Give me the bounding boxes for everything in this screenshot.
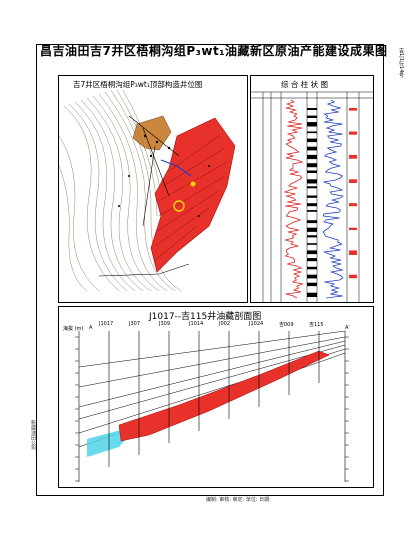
well-label: J1017 [99, 321, 114, 327]
page-title: 昌吉油田吉7井区梧桐沟组P₃wt₁油藏新区原油产能建设成果图 [40, 44, 388, 58]
lithology-bar [307, 186, 317, 189]
lithology-bar [307, 220, 317, 224]
lithology-bar [307, 210, 317, 212]
pay-zone-bar [349, 227, 357, 230]
right-edge-text: 吉1|1行14号 [398, 48, 404, 78]
well-label: J309 [159, 321, 171, 327]
lithology-bar [307, 203, 317, 207]
left-marker-A: A [89, 325, 93, 331]
depth-unit-label: 海拔 (m) [63, 326, 84, 332]
lithology-bar [307, 292, 317, 297]
footer-signature-line: 编制: 审核: 审定: 单位: 日期: [206, 497, 271, 503]
well-label-row: J1017 J307 J309 J1014 J002 J1024 吉009 吉115 [99, 321, 349, 329]
pay-zone-bar [349, 131, 357, 135]
well-label: J307 [129, 321, 141, 327]
lithology-bar [307, 138, 317, 143]
lithology-bar [307, 122, 317, 127]
structure-map-graphic [59, 89, 236, 292]
lithology-bar [307, 146, 317, 151]
pay-zone-bar [349, 250, 357, 255]
side-stamp: 新疆油田公司 [30, 420, 36, 450]
lithology-bar [307, 170, 317, 173]
pay-zone-bar [349, 108, 357, 111]
structure-map-panel: 吉7井区梧桐沟组P₃wt₁顶部构造井位图 [58, 75, 248, 303]
well-label: J002 [219, 321, 231, 327]
lithology-bar [307, 195, 317, 198]
log-column-graphic [251, 91, 373, 302]
lithology-bar [307, 154, 317, 160]
well-label: 吉009 [279, 322, 294, 328]
cross-section-panel: J1017--吉115井油藏剖面图 A A' 海拔 (m) J1017 J307 J… [58, 306, 374, 488]
lithology-bar [307, 250, 317, 255]
pay-zone-bar [349, 274, 357, 279]
lithology-bar [307, 179, 317, 184]
log-column-panel: 综 合 柱 状 图 [250, 75, 374, 303]
lithology-bar [307, 266, 317, 270]
map-title: 吉7井区梧桐沟组P₃wt₁顶部构造井位图 [73, 80, 203, 89]
section-title: J1017--吉115井油藏剖面图 [149, 312, 262, 322]
lithology-bar [307, 108, 317, 110]
lithology-bar [307, 274, 317, 279]
lithology-bar [307, 163, 317, 168]
lithology-bar [307, 131, 317, 134]
lithology-bar [307, 243, 317, 245]
lithology-bar [307, 227, 317, 232]
lithology-bar [307, 115, 317, 118]
pay-zone-bar [349, 154, 357, 159]
well-label: 吉115 [309, 322, 324, 328]
pay-zone-bar [349, 179, 357, 183]
lithology-bar [307, 258, 317, 262]
lithology-bar [307, 235, 317, 238]
well-label: J1014 [189, 321, 204, 327]
well-label: J1024 [249, 321, 264, 327]
cross-section-graphic [75, 330, 349, 482]
lithology-bar [307, 282, 317, 287]
log-title: 综 合 柱 状 图 [281, 80, 329, 89]
right-marker-A-prime: A' [345, 325, 350, 331]
pay-zone-bar [349, 203, 357, 207]
